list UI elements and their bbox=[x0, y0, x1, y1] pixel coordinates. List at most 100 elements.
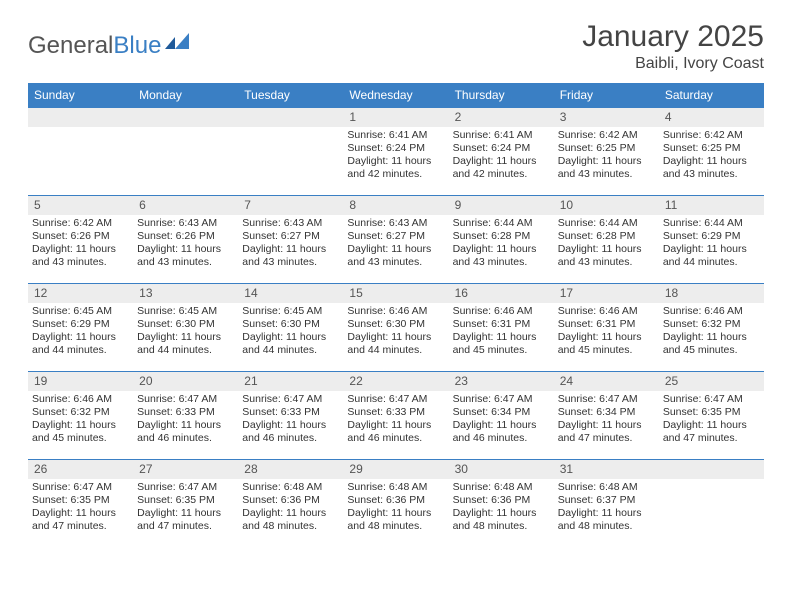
title-block: January 2025 Baibli, Ivory Coast bbox=[582, 20, 764, 73]
sunrise-line: Sunrise: 6:43 AM bbox=[347, 217, 444, 230]
day-number: 24 bbox=[554, 372, 659, 391]
day-number: 27 bbox=[133, 460, 238, 479]
daylight-line: Daylight: 11 hours and 42 minutes. bbox=[453, 155, 550, 181]
calendar-body: 1Sunrise: 6:41 AMSunset: 6:24 PMDaylight… bbox=[28, 108, 764, 548]
day-data: Sunrise: 6:42 AMSunset: 6:25 PMDaylight:… bbox=[554, 127, 659, 184]
daylight-line: Daylight: 11 hours and 44 minutes. bbox=[137, 331, 234, 357]
calendar-day-cell: 16Sunrise: 6:46 AMSunset: 6:31 PMDayligh… bbox=[449, 284, 554, 372]
calendar-day-cell: 24Sunrise: 6:47 AMSunset: 6:34 PMDayligh… bbox=[554, 372, 659, 460]
sunset-line: Sunset: 6:27 PM bbox=[347, 230, 444, 243]
day-number: 26 bbox=[28, 460, 133, 479]
calendar-day-cell: 10Sunrise: 6:44 AMSunset: 6:28 PMDayligh… bbox=[554, 196, 659, 284]
sunset-line: Sunset: 6:25 PM bbox=[663, 142, 760, 155]
sunrise-line: Sunrise: 6:47 AM bbox=[347, 393, 444, 406]
sunset-line: Sunset: 6:31 PM bbox=[453, 318, 550, 331]
daylight-line: Daylight: 11 hours and 45 minutes. bbox=[558, 331, 655, 357]
daylight-line: Daylight: 11 hours and 44 minutes. bbox=[32, 331, 129, 357]
sunset-line: Sunset: 6:33 PM bbox=[137, 406, 234, 419]
daylight-line: Daylight: 11 hours and 44 minutes. bbox=[242, 331, 339, 357]
day-number bbox=[133, 108, 238, 127]
calendar-day-cell: 12Sunrise: 6:45 AMSunset: 6:29 PMDayligh… bbox=[28, 284, 133, 372]
sunrise-line: Sunrise: 6:43 AM bbox=[137, 217, 234, 230]
calendar-day-cell: 13Sunrise: 6:45 AMSunset: 6:30 PMDayligh… bbox=[133, 284, 238, 372]
sunrise-line: Sunrise: 6:45 AM bbox=[242, 305, 339, 318]
sunset-line: Sunset: 6:34 PM bbox=[453, 406, 550, 419]
day-number: 21 bbox=[238, 372, 343, 391]
day-number: 1 bbox=[343, 108, 448, 127]
daylight-line: Daylight: 11 hours and 48 minutes. bbox=[558, 507, 655, 533]
day-number bbox=[28, 108, 133, 127]
sunrise-line: Sunrise: 6:48 AM bbox=[242, 481, 339, 494]
sunset-line: Sunset: 6:34 PM bbox=[558, 406, 655, 419]
day-data: Sunrise: 6:45 AMSunset: 6:30 PMDaylight:… bbox=[238, 303, 343, 360]
calendar-day-cell: 25Sunrise: 6:47 AMSunset: 6:35 PMDayligh… bbox=[659, 372, 764, 460]
day-data: Sunrise: 6:46 AMSunset: 6:31 PMDaylight:… bbox=[554, 303, 659, 360]
sunrise-line: Sunrise: 6:42 AM bbox=[558, 129, 655, 142]
daylight-line: Daylight: 11 hours and 44 minutes. bbox=[347, 331, 444, 357]
day-number: 30 bbox=[449, 460, 554, 479]
day-data: Sunrise: 6:46 AMSunset: 6:30 PMDaylight:… bbox=[343, 303, 448, 360]
sunrise-line: Sunrise: 6:46 AM bbox=[32, 393, 129, 406]
daylight-line: Daylight: 11 hours and 44 minutes. bbox=[663, 243, 760, 269]
calendar-day-cell: 7Sunrise: 6:43 AMSunset: 6:27 PMDaylight… bbox=[238, 196, 343, 284]
day-number: 4 bbox=[659, 108, 764, 127]
sunset-line: Sunset: 6:36 PM bbox=[242, 494, 339, 507]
daylight-line: Daylight: 11 hours and 43 minutes. bbox=[558, 155, 655, 181]
daylight-line: Daylight: 11 hours and 47 minutes. bbox=[558, 419, 655, 445]
sunset-line: Sunset: 6:24 PM bbox=[347, 142, 444, 155]
weekday-header: Monday bbox=[133, 83, 238, 108]
day-data: Sunrise: 6:46 AMSunset: 6:32 PMDaylight:… bbox=[659, 303, 764, 360]
sunrise-line: Sunrise: 6:45 AM bbox=[32, 305, 129, 318]
sunset-line: Sunset: 6:32 PM bbox=[663, 318, 760, 331]
daylight-line: Daylight: 11 hours and 43 minutes. bbox=[242, 243, 339, 269]
sunset-line: Sunset: 6:35 PM bbox=[663, 406, 760, 419]
weekday-header: Sunday bbox=[28, 83, 133, 108]
calendar-day-cell: 18Sunrise: 6:46 AMSunset: 6:32 PMDayligh… bbox=[659, 284, 764, 372]
daylight-line: Daylight: 11 hours and 45 minutes. bbox=[32, 419, 129, 445]
sunrise-line: Sunrise: 6:48 AM bbox=[453, 481, 550, 494]
sunrise-line: Sunrise: 6:48 AM bbox=[558, 481, 655, 494]
weekday-header: Thursday bbox=[449, 83, 554, 108]
calendar-day-cell: 30Sunrise: 6:48 AMSunset: 6:36 PMDayligh… bbox=[449, 460, 554, 548]
daylight-line: Daylight: 11 hours and 47 minutes. bbox=[32, 507, 129, 533]
sunrise-line: Sunrise: 6:42 AM bbox=[32, 217, 129, 230]
month-title: January 2025 bbox=[582, 20, 764, 53]
sunset-line: Sunset: 6:31 PM bbox=[558, 318, 655, 331]
sunrise-line: Sunrise: 6:44 AM bbox=[453, 217, 550, 230]
day-data: Sunrise: 6:47 AMSunset: 6:34 PMDaylight:… bbox=[554, 391, 659, 448]
daylight-line: Daylight: 11 hours and 46 minutes. bbox=[453, 419, 550, 445]
daylight-line: Daylight: 11 hours and 46 minutes. bbox=[242, 419, 339, 445]
sunset-line: Sunset: 6:33 PM bbox=[242, 406, 339, 419]
calendar-day-cell: 5Sunrise: 6:42 AMSunset: 6:26 PMDaylight… bbox=[28, 196, 133, 284]
day-number: 10 bbox=[554, 196, 659, 215]
day-data: Sunrise: 6:47 AMSunset: 6:33 PMDaylight:… bbox=[238, 391, 343, 448]
logo-flag-icon bbox=[165, 32, 193, 60]
calendar-day-cell bbox=[238, 108, 343, 196]
calendar-week-row: 12Sunrise: 6:45 AMSunset: 6:29 PMDayligh… bbox=[28, 284, 764, 372]
calendar-day-cell: 17Sunrise: 6:46 AMSunset: 6:31 PMDayligh… bbox=[554, 284, 659, 372]
day-data: Sunrise: 6:47 AMSunset: 6:33 PMDaylight:… bbox=[133, 391, 238, 448]
day-data: Sunrise: 6:48 AMSunset: 6:36 PMDaylight:… bbox=[238, 479, 343, 536]
sunset-line: Sunset: 6:33 PM bbox=[347, 406, 444, 419]
calendar-day-cell: 6Sunrise: 6:43 AMSunset: 6:26 PMDaylight… bbox=[133, 196, 238, 284]
day-number: 14 bbox=[238, 284, 343, 303]
daylight-line: Daylight: 11 hours and 45 minutes. bbox=[453, 331, 550, 357]
day-number bbox=[238, 108, 343, 127]
logo-text-blue: Blue bbox=[113, 32, 161, 60]
day-number: 12 bbox=[28, 284, 133, 303]
daylight-line: Daylight: 11 hours and 43 minutes. bbox=[453, 243, 550, 269]
calendar-day-cell: 27Sunrise: 6:47 AMSunset: 6:35 PMDayligh… bbox=[133, 460, 238, 548]
day-data: Sunrise: 6:48 AMSunset: 6:36 PMDaylight:… bbox=[449, 479, 554, 536]
sunrise-line: Sunrise: 6:47 AM bbox=[137, 481, 234, 494]
sunrise-line: Sunrise: 6:41 AM bbox=[347, 129, 444, 142]
day-data: Sunrise: 6:41 AMSunset: 6:24 PMDaylight:… bbox=[343, 127, 448, 184]
day-data: Sunrise: 6:47 AMSunset: 6:35 PMDaylight:… bbox=[659, 391, 764, 448]
day-number: 13 bbox=[133, 284, 238, 303]
sunset-line: Sunset: 6:36 PM bbox=[347, 494, 444, 507]
calendar-day-cell: 15Sunrise: 6:46 AMSunset: 6:30 PMDayligh… bbox=[343, 284, 448, 372]
sunrise-line: Sunrise: 6:43 AM bbox=[242, 217, 339, 230]
sunset-line: Sunset: 6:30 PM bbox=[137, 318, 234, 331]
calendar-week-row: 26Sunrise: 6:47 AMSunset: 6:35 PMDayligh… bbox=[28, 460, 764, 548]
day-data: Sunrise: 6:42 AMSunset: 6:26 PMDaylight:… bbox=[28, 215, 133, 272]
day-data: Sunrise: 6:48 AMSunset: 6:37 PMDaylight:… bbox=[554, 479, 659, 536]
